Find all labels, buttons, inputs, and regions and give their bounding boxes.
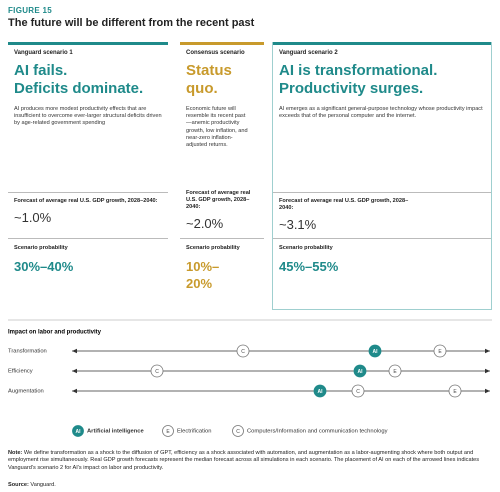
marker-circle [388, 364, 402, 378]
forecast-value: ~3.1% [279, 217, 317, 232]
marker-key: C [155, 369, 159, 375]
marker-key: C [356, 389, 360, 395]
marker-key: AI [318, 389, 324, 395]
marker-key: C [241, 349, 245, 355]
note-text: We define transformation as a shock to t… [8, 450, 480, 471]
legend-label: Computers/Information and communication … [247, 429, 388, 435]
headline-line: AI fails. [14, 62, 68, 79]
scenario-label: Vanguard scenario 1 [14, 50, 73, 56]
source-text: Vanguard. [30, 482, 56, 488]
probability-section: Scenario probability 45%–55% [273, 238, 491, 275]
forecast-section: Forecast of average real U.S. GDP growth… [8, 192, 168, 225]
marker-key: E [453, 389, 457, 395]
marker-circle [313, 384, 327, 398]
probability-section: Scenario probability 30%–40% [8, 238, 168, 275]
legend-label: Artificial intelligence [87, 429, 144, 435]
impact-diagram: Impact on labor and productivity Transfo… [8, 319, 492, 437]
probability-value: 45%–55% [279, 259, 339, 274]
headline-line: quo. [186, 80, 218, 97]
title: The future will be different from the re… [8, 17, 255, 29]
forecast-value: ~2.0% [186, 216, 224, 231]
probability-section: Scenario probability 10%–20% [180, 238, 264, 292]
marker-key: E [393, 369, 397, 375]
note: Note: We define transformation as a shoc… [8, 450, 494, 472]
scenario-label: Vanguard scenario 2 [279, 50, 338, 56]
forecast-label: Forecast of average real U.S. GDP growth… [186, 190, 251, 210]
marker-key: AI [373, 349, 379, 355]
marker-key: AI [76, 429, 82, 435]
forecast-label: Forecast of average real U.S. GDP growth… [279, 198, 409, 211]
source-lead: Source: [8, 482, 29, 488]
marker-key: E [438, 349, 442, 355]
probability-label: Scenario probability [186, 245, 240, 251]
legend-label: Electrification [177, 429, 211, 435]
accent-bar [180, 42, 264, 45]
forecast-label: Forecast of average real U.S. GDP growth… [14, 198, 158, 204]
marker-circle [351, 384, 365, 398]
forecast-value: ~1.0% [14, 210, 52, 225]
accent-bar [8, 42, 168, 45]
row-label: Transformation [8, 349, 47, 355]
marker-key: E [166, 429, 170, 435]
impact-title: Impact on labor and productivity [8, 330, 102, 336]
marker-circle [150, 364, 164, 378]
probability-value: 10%–20% [186, 259, 220, 291]
marker-key: C [236, 429, 240, 435]
marker-circle [448, 384, 462, 398]
headline-line: AI is transformational. [279, 62, 438, 79]
row-label: Efficiency [8, 369, 33, 375]
description: Economic future will resemble its recent… [186, 106, 248, 149]
description: AI emerges as a significant general-purp… [279, 106, 483, 120]
marker-circle [433, 344, 447, 358]
headline-line: Deficits dominate. [14, 80, 144, 97]
marker-key: AI [358, 369, 364, 375]
headline: Status quo. [186, 62, 258, 98]
source: Source: Vanguard. [8, 482, 56, 488]
scenario-label: Consensus scenario [186, 50, 245, 56]
marker-circle [368, 344, 382, 358]
figure-label: FIGURE 15 [8, 6, 53, 15]
probability-value: 30%–40% [14, 259, 74, 274]
note-lead: Note: [8, 450, 23, 456]
scenario-card: Vanguard scenario 2 AI is transformation… [272, 42, 492, 310]
marker-circle [353, 364, 367, 378]
headline-line: Productivity surges. [279, 80, 424, 97]
marker-circle [236, 344, 250, 358]
marker-circle [162, 425, 174, 437]
scenario-card: Consensus scenario Status quo. Economic f… [180, 42, 264, 310]
marker-circle [232, 425, 244, 437]
accent-bar [273, 42, 491, 45]
marker-circle [72, 425, 84, 437]
probability-label: Scenario probability [14, 245, 68, 251]
headline-line: Status [186, 62, 232, 79]
row-label: Augmentation [8, 389, 44, 395]
scenario-card: Vanguard scenario 1 AI fails. Deficits do… [8, 42, 168, 310]
probability-label: Scenario probability [279, 245, 333, 251]
headline: AI is transformational. Productivity surg… [279, 62, 485, 98]
headline: AI fails. Deficits dominate. [14, 62, 162, 98]
forecast-section: Forecast of average real U.S. GDP growth… [180, 185, 264, 231]
description: AI produces more modest productivity eff… [14, 106, 162, 127]
forecast-section: Forecast of average real U.S. GDP growth… [273, 192, 491, 232]
